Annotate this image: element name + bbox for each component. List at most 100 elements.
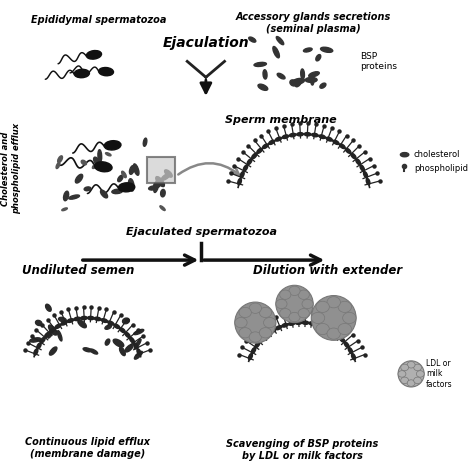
Ellipse shape xyxy=(302,299,313,308)
Ellipse shape xyxy=(309,322,316,325)
Ellipse shape xyxy=(239,307,251,317)
Ellipse shape xyxy=(122,318,129,324)
Ellipse shape xyxy=(134,343,138,349)
Ellipse shape xyxy=(90,349,98,354)
Ellipse shape xyxy=(416,371,424,377)
Ellipse shape xyxy=(263,70,267,79)
Ellipse shape xyxy=(74,69,90,78)
Ellipse shape xyxy=(134,339,141,349)
Ellipse shape xyxy=(235,317,247,328)
Ellipse shape xyxy=(298,290,310,299)
Ellipse shape xyxy=(282,324,288,327)
Ellipse shape xyxy=(407,361,415,368)
Ellipse shape xyxy=(57,331,62,341)
Ellipse shape xyxy=(55,324,61,329)
Ellipse shape xyxy=(283,135,289,139)
Ellipse shape xyxy=(289,286,300,296)
Ellipse shape xyxy=(252,153,257,158)
Ellipse shape xyxy=(280,308,291,318)
Ellipse shape xyxy=(316,301,329,313)
Ellipse shape xyxy=(364,172,367,178)
Ellipse shape xyxy=(401,377,409,384)
Ellipse shape xyxy=(48,325,57,335)
Circle shape xyxy=(311,296,356,341)
Ellipse shape xyxy=(133,164,139,175)
Ellipse shape xyxy=(348,348,353,353)
Text: Epididymal spermatozoa: Epididymal spermatozoa xyxy=(31,15,166,25)
Text: Dilution with extender: Dilution with extender xyxy=(253,264,402,277)
Ellipse shape xyxy=(327,328,340,339)
Ellipse shape xyxy=(263,144,268,149)
Ellipse shape xyxy=(366,178,370,185)
Ellipse shape xyxy=(401,364,409,371)
Ellipse shape xyxy=(49,347,57,355)
Ellipse shape xyxy=(248,354,253,360)
Ellipse shape xyxy=(239,328,251,338)
Text: Continuous lipid efflux
(membrane damage): Continuous lipid efflux (membrane damage… xyxy=(25,438,150,459)
Ellipse shape xyxy=(322,326,328,330)
Text: Ejaculated spermatozoa: Ejaculated spermatozoa xyxy=(126,227,277,236)
Ellipse shape xyxy=(356,159,361,165)
Ellipse shape xyxy=(100,190,108,198)
Ellipse shape xyxy=(118,183,135,192)
Text: Accessory glands secretions
(seminal plasma): Accessory glands secretions (seminal pla… xyxy=(236,12,391,34)
Ellipse shape xyxy=(257,149,262,153)
Ellipse shape xyxy=(269,140,275,144)
Ellipse shape xyxy=(254,62,266,67)
Ellipse shape xyxy=(339,337,345,342)
Ellipse shape xyxy=(74,317,80,321)
Ellipse shape xyxy=(143,138,147,146)
Ellipse shape xyxy=(255,342,260,348)
Ellipse shape xyxy=(334,333,340,337)
Circle shape xyxy=(235,302,276,343)
Ellipse shape xyxy=(414,377,421,384)
Ellipse shape xyxy=(36,320,42,325)
Ellipse shape xyxy=(312,133,318,137)
Ellipse shape xyxy=(360,165,365,171)
Ellipse shape xyxy=(320,83,326,88)
Ellipse shape xyxy=(270,329,275,333)
Ellipse shape xyxy=(40,337,45,343)
Ellipse shape xyxy=(338,324,352,334)
Ellipse shape xyxy=(289,312,300,322)
Ellipse shape xyxy=(84,187,91,191)
Circle shape xyxy=(398,361,424,387)
Ellipse shape xyxy=(67,319,73,323)
Ellipse shape xyxy=(98,149,102,162)
Ellipse shape xyxy=(280,290,291,299)
Ellipse shape xyxy=(81,160,86,165)
Text: Cholesterol and
phospholipid efflux: Cholesterol and phospholipid efflux xyxy=(1,123,20,214)
Ellipse shape xyxy=(310,75,314,85)
Ellipse shape xyxy=(303,48,312,52)
Circle shape xyxy=(276,285,313,323)
Ellipse shape xyxy=(154,180,159,193)
Ellipse shape xyxy=(316,324,322,327)
Ellipse shape xyxy=(298,308,310,318)
Ellipse shape xyxy=(99,68,113,76)
Ellipse shape xyxy=(134,329,144,334)
Ellipse shape xyxy=(326,137,332,141)
Ellipse shape xyxy=(304,132,311,136)
Ellipse shape xyxy=(238,178,241,185)
Ellipse shape xyxy=(320,47,333,53)
Text: phospholipid: phospholipid xyxy=(414,164,468,173)
Ellipse shape xyxy=(46,304,51,311)
Ellipse shape xyxy=(305,78,317,82)
Text: Scavenging of BSP proteins
by LDL or milk factors: Scavenging of BSP proteins by LDL or mil… xyxy=(226,439,378,461)
Ellipse shape xyxy=(135,351,142,359)
Text: BSP
proteins: BSP proteins xyxy=(360,52,397,71)
Ellipse shape xyxy=(259,328,272,338)
Ellipse shape xyxy=(249,303,262,314)
Ellipse shape xyxy=(351,153,356,158)
Text: Undiluted semen: Undiluted semen xyxy=(22,264,134,277)
Ellipse shape xyxy=(273,46,279,58)
Ellipse shape xyxy=(129,166,134,175)
Ellipse shape xyxy=(264,317,276,328)
Ellipse shape xyxy=(259,337,264,342)
Ellipse shape xyxy=(302,321,309,324)
Ellipse shape xyxy=(78,320,86,328)
Ellipse shape xyxy=(37,343,41,349)
Ellipse shape xyxy=(120,328,125,333)
Ellipse shape xyxy=(105,325,111,329)
Ellipse shape xyxy=(264,333,270,337)
